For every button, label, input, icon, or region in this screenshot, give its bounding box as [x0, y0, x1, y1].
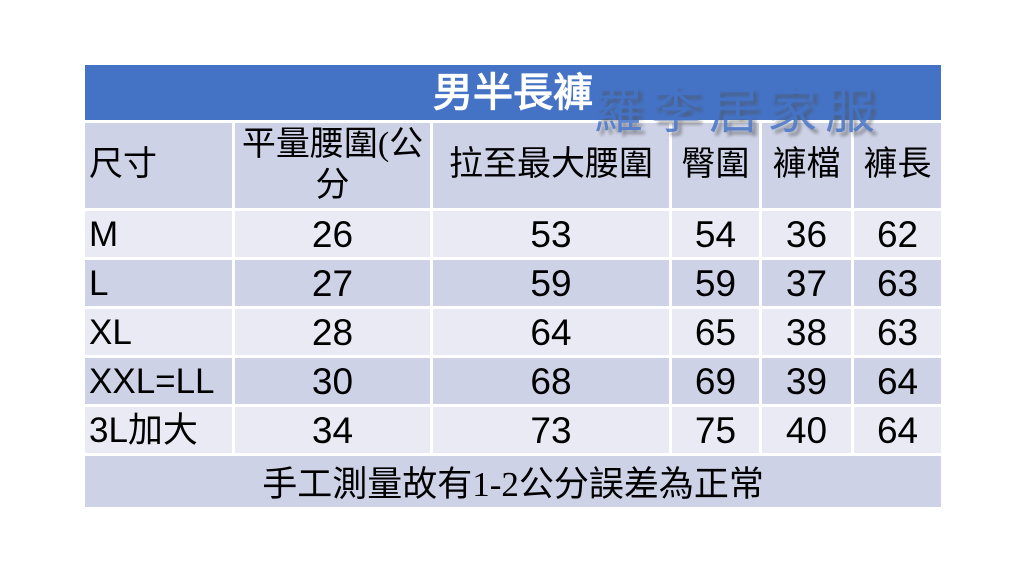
- col-header-crotch: 褲檔: [762, 123, 854, 211]
- value-cell: 63: [854, 309, 942, 358]
- value-cell: 73: [433, 407, 672, 456]
- value-cell: 26: [235, 211, 433, 260]
- column-header-row: 尺寸 平量腰圍(公 分 拉至最大腰圍 臀圍 褲檔 褲長: [85, 123, 942, 211]
- footer-note-row: 手工測量故有1-2公分誤差為正常: [85, 456, 942, 510]
- value-cell: 39: [762, 358, 854, 407]
- col-header-hip: 臀圍: [672, 123, 762, 211]
- row-label: L: [85, 260, 235, 309]
- col-header-length: 褲長: [854, 123, 942, 211]
- value-cell: 62: [854, 211, 942, 260]
- value-cell: 64: [433, 309, 672, 358]
- value-cell: 28: [235, 309, 433, 358]
- value-cell: 64: [854, 358, 942, 407]
- value-cell: 38: [762, 309, 854, 358]
- value-cell: 40: [762, 407, 854, 456]
- row-label: 3L加大: [85, 407, 235, 456]
- value-cell: 69: [672, 358, 762, 407]
- value-cell: 63: [854, 260, 942, 309]
- value-cell: 53: [433, 211, 672, 260]
- footer-note: 手工測量故有1-2公分誤差為正常: [85, 456, 942, 510]
- size-chart-table: 男半長褲 尺寸 平量腰圍(公 分 拉至最大腰圍 臀圍 褲檔 褲長 M 26 53…: [85, 65, 942, 510]
- table-row-xl: XL 28 64 65 38 63: [85, 309, 942, 358]
- value-cell: 36: [762, 211, 854, 260]
- value-cell: 54: [672, 211, 762, 260]
- row-label: M: [85, 211, 235, 260]
- table-row-3l: 3L加大 34 73 75 40 64: [85, 407, 942, 456]
- table-title-row: 男半長褲: [85, 65, 942, 123]
- value-cell: 64: [854, 407, 942, 456]
- value-cell: 37: [762, 260, 854, 309]
- value-cell: 30: [235, 358, 433, 407]
- table-row-xxl: XXL=LL 30 68 69 39 64: [85, 358, 942, 407]
- col-header-size: 尺寸: [85, 123, 235, 211]
- value-cell: 59: [433, 260, 672, 309]
- table-row-l: L 27 59 59 37 63: [85, 260, 942, 309]
- value-cell: 59: [672, 260, 762, 309]
- col-header-max-waist: 拉至最大腰圍: [433, 123, 672, 211]
- value-cell: 65: [672, 309, 762, 358]
- value-cell: 75: [672, 407, 762, 456]
- value-cell: 68: [433, 358, 672, 407]
- value-cell: 34: [235, 407, 433, 456]
- value-cell: 27: [235, 260, 433, 309]
- table-row-m: M 26 53 54 36 62: [85, 211, 942, 260]
- row-label: XL: [85, 309, 235, 358]
- col-header-flat-waist: 平量腰圍(公 分: [235, 123, 433, 211]
- table-title: 男半長褲: [85, 65, 942, 123]
- row-label: XXL=LL: [85, 358, 235, 407]
